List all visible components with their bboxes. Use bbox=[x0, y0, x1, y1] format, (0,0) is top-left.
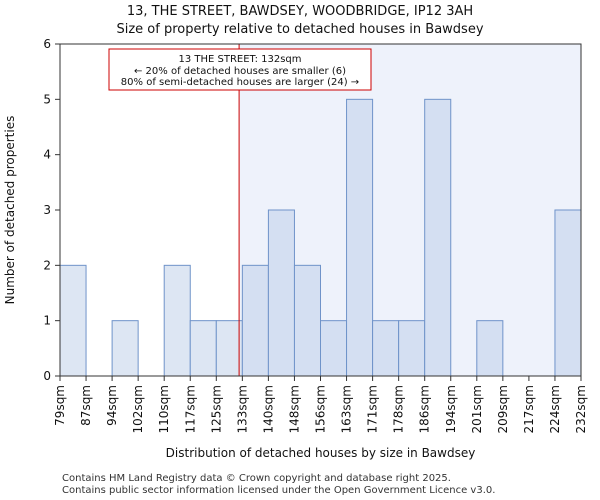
footer-licence: Contains public sector information licen… bbox=[62, 485, 496, 496]
chart-title-line1: 13, THE STREET, BAWDSEY, WOODBRIDGE, IP1… bbox=[126, 4, 474, 19]
chart-title-line2: Size of property relative to detached ho… bbox=[116, 22, 484, 37]
x-tick-label: 201sqm bbox=[470, 385, 484, 433]
x-tick-label: 133sqm bbox=[235, 385, 249, 433]
x-tick-label: 117sqm bbox=[183, 385, 197, 433]
y-tick-label: 5 bbox=[43, 92, 51, 106]
y-tick-label: 6 bbox=[43, 37, 51, 51]
histogram-bar bbox=[372, 320, 400, 377]
histogram-bar bbox=[346, 98, 374, 377]
histogram-bar bbox=[476, 320, 504, 377]
x-tick-label: 194sqm bbox=[444, 385, 458, 433]
x-tick-label: 140sqm bbox=[261, 385, 275, 433]
x-tick-label: 171sqm bbox=[366, 385, 380, 433]
x-tick-label: 148sqm bbox=[287, 385, 301, 433]
histogram-bar bbox=[554, 209, 582, 377]
histogram-bar bbox=[293, 264, 322, 377]
histogram-bar bbox=[111, 320, 139, 377]
x-tick-label: 224sqm bbox=[548, 385, 562, 433]
histogram-bar bbox=[320, 320, 348, 377]
annotation-box bbox=[108, 48, 372, 91]
y-tick-label: 2 bbox=[43, 258, 51, 272]
x-tick-label: 102sqm bbox=[131, 385, 145, 433]
y-tick-label: 3 bbox=[43, 203, 51, 217]
y-axis-label: Number of detached properties bbox=[3, 116, 17, 305]
histogram-bar bbox=[215, 320, 243, 377]
histogram-bar bbox=[424, 98, 452, 377]
x-tick-label: 79sqm bbox=[53, 385, 67, 426]
annotation-line-1: 13 THE STREET: 132sqm bbox=[178, 54, 301, 65]
x-tick-label: 87sqm bbox=[79, 385, 93, 426]
footer-copyright: Contains HM Land Registry data © Crown c… bbox=[62, 473, 451, 484]
histogram-bar bbox=[163, 264, 191, 377]
histogram-bar bbox=[241, 264, 269, 377]
x-tick-label: 156sqm bbox=[314, 385, 328, 433]
histogram-bar bbox=[398, 320, 426, 377]
histogram-bar bbox=[189, 320, 217, 377]
x-tick-label: 217sqm bbox=[522, 385, 536, 433]
x-tick-label: 186sqm bbox=[418, 385, 432, 433]
x-tick-label: 232sqm bbox=[574, 385, 588, 433]
x-tick-label: 163sqm bbox=[340, 385, 354, 433]
y-tick-label: 4 bbox=[43, 148, 51, 162]
x-tick-label: 125sqm bbox=[209, 385, 223, 433]
x-tick-label: 209sqm bbox=[496, 385, 510, 433]
x-tick-label: 110sqm bbox=[157, 385, 171, 433]
histogram-bar bbox=[267, 209, 295, 377]
annotation-line-2: ← 20% of detached houses are smaller (6) bbox=[134, 66, 346, 77]
x-tick-label: 94sqm bbox=[105, 385, 119, 426]
x-tick-label: 178sqm bbox=[392, 385, 406, 433]
x-axis-label: Distribution of detached houses by size … bbox=[166, 446, 476, 460]
y-tick-label: 1 bbox=[43, 314, 51, 328]
annotation-line-3: 80% of semi-detached houses are larger (… bbox=[121, 77, 359, 88]
y-tick-label: 0 bbox=[43, 369, 51, 383]
histogram-bar bbox=[59, 264, 87, 377]
